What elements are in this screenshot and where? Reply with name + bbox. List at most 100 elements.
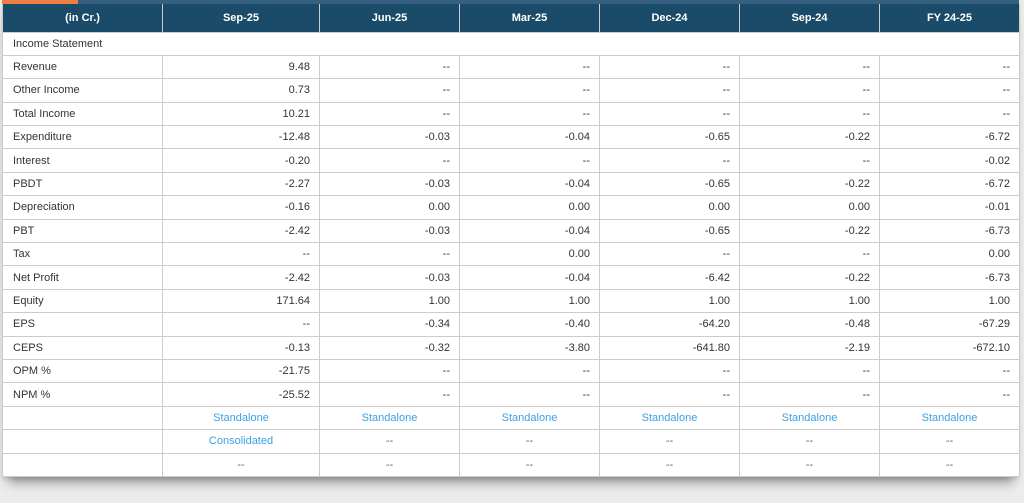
value-cell: -0.13 (162, 335, 320, 360)
value-cell: -0.22 (739, 125, 880, 150)
value-cell: 0.73 (162, 78, 320, 103)
footer-row-label (2, 405, 163, 431)
value-cell: -0.04 (459, 171, 600, 197)
value-cell: -0.65 (599, 125, 740, 150)
value-cell: 0.00 (459, 242, 600, 267)
table-row: PBT -2.42 -0.03 -0.04 -0.65 -0.22 -6.73 (2, 218, 1020, 244)
statement-type-cell: Standalone (162, 405, 320, 431)
value-cell: -0.03 (319, 125, 460, 150)
value-cell: 0.00 (459, 195, 600, 220)
value-cell: -- (879, 382, 1020, 407)
row-label: CEPS (2, 335, 163, 360)
value-cell: -0.03 (319, 265, 460, 290)
row-label: Total Income (2, 101, 163, 127)
value-cell: -0.04 (459, 125, 600, 150)
footer-dash-cell: -- (739, 452, 880, 477)
section-header-row: Income Statement (2, 31, 1020, 56)
row-label: Tax (2, 242, 163, 267)
value-cell: -- (739, 358, 880, 384)
standalone-link[interactable]: Standalone (781, 411, 838, 424)
consolidated-link[interactable]: Consolidated (208, 435, 274, 448)
standalone-link[interactable]: Standalone (641, 411, 698, 424)
value-cell: -672.10 (879, 335, 1020, 360)
table-row: Interest -0.20 -- -- -- -- -0.02 (2, 148, 1020, 173)
financials-table-card: (in Cr.) Sep-25 Jun-25 Mar-25 Dec-24 Sep-24 F… (2, 0, 1020, 477)
row-label: OPM % (2, 358, 163, 384)
value-cell: 1.00 (879, 288, 1020, 314)
value-cell: 1.00 (739, 288, 880, 314)
value-cell: -0.65 (599, 171, 740, 197)
table-row: Net Profit -2.42 -0.03 -0.04 -6.42 -0.22 -6.73 (2, 265, 1020, 290)
table-row: CEPS -0.13 -0.32 -3.80 -641.80 -2.19 -672.10 (2, 335, 1020, 360)
value-cell: -- (319, 148, 460, 173)
statement-type-cell: Standalone (739, 405, 880, 431)
value-cell: -6.42 (599, 265, 740, 290)
footer-dash-cell: -- (879, 429, 1020, 454)
value-cell: -- (739, 101, 880, 127)
table-row: Revenue 9.48 -- -- -- -- -- (2, 54, 1020, 80)
column-header-mar-25: Mar-25 (459, 4, 600, 33)
value-cell: -6.72 (879, 125, 1020, 150)
value-cell: 1.00 (599, 288, 740, 314)
footer-row: -- -- -- -- -- -- (2, 452, 1020, 477)
value-cell: -12.48 (162, 125, 320, 150)
horizontal-scrollbar-thumb[interactable] (2, 0, 78, 4)
value-cell: -0.22 (739, 171, 880, 197)
value-cell: -- (599, 101, 740, 127)
value-cell: 171.64 (162, 288, 320, 314)
statement-type-cell: Standalone (459, 405, 600, 431)
footer-dash-cell: -- (459, 452, 600, 477)
value-cell: -0.03 (319, 171, 460, 197)
footer-row: Standalone Standalone Standalone Standalone… (2, 405, 1020, 431)
value-cell: -0.01 (879, 195, 1020, 220)
row-label: PBDT (2, 171, 163, 197)
standalone-link[interactable]: Standalone (921, 411, 978, 424)
value-cell: -2.42 (162, 265, 320, 290)
value-cell: -6.73 (879, 265, 1020, 290)
footer-dash-cell: -- (319, 429, 460, 454)
value-cell: -2.27 (162, 171, 320, 197)
value-cell: -- (599, 382, 740, 407)
standalone-link[interactable]: Standalone (501, 411, 558, 424)
value-cell: -0.40 (459, 312, 600, 337)
value-cell: -0.22 (739, 265, 880, 290)
standalone-link[interactable]: Standalone (361, 411, 418, 424)
footer-dash-cell: -- (599, 429, 740, 454)
table-row: PBDT -2.27 -0.03 -0.04 -0.65 -0.22 -6.72 (2, 171, 1020, 197)
footer-dash-cell: -- (599, 452, 740, 477)
value-cell: 9.48 (162, 54, 320, 80)
value-cell: -- (319, 358, 460, 384)
value-cell: -0.65 (599, 218, 740, 244)
row-label: Interest (2, 148, 163, 173)
column-header-sep-24: Sep-24 (739, 4, 880, 33)
footer-row-label (2, 452, 163, 477)
value-cell: -0.16 (162, 195, 320, 220)
table-row: Depreciation -0.16 0.00 0.00 0.00 0.00 -0.01 (2, 195, 1020, 220)
value-cell: -0.02 (879, 148, 1020, 173)
value-cell: -- (459, 382, 600, 407)
row-label: Net Profit (2, 265, 163, 290)
value-cell: -- (879, 54, 1020, 80)
value-cell: -67.29 (879, 312, 1020, 337)
value-cell: -0.32 (319, 335, 460, 360)
footer-row: Consolidated -- -- -- -- -- (2, 429, 1020, 454)
value-cell: -- (162, 242, 320, 267)
section-title: Income Statement (2, 31, 1020, 56)
value-cell: -0.20 (162, 148, 320, 173)
value-cell: 0.00 (319, 195, 460, 220)
statement-type-cell: Consolidated (162, 429, 320, 454)
value-cell: 1.00 (459, 288, 600, 314)
standalone-link[interactable]: Standalone (213, 411, 269, 424)
footer-dash-cell: -- (162, 452, 320, 477)
value-cell: -0.22 (739, 218, 880, 244)
value-cell: -- (459, 78, 600, 103)
value-cell: -6.72 (879, 171, 1020, 197)
footer-dash-cell: -- (459, 429, 600, 454)
value-cell: -- (879, 358, 1020, 384)
statement-type-cell: Standalone (319, 405, 460, 431)
value-cell: 0.00 (739, 195, 880, 220)
row-label: Equity (2, 288, 163, 314)
horizontal-scrollbar[interactable] (2, 0, 1019, 4)
table-row: Tax -- -- 0.00 -- -- 0.00 (2, 242, 1020, 267)
value-cell: -- (599, 242, 740, 267)
